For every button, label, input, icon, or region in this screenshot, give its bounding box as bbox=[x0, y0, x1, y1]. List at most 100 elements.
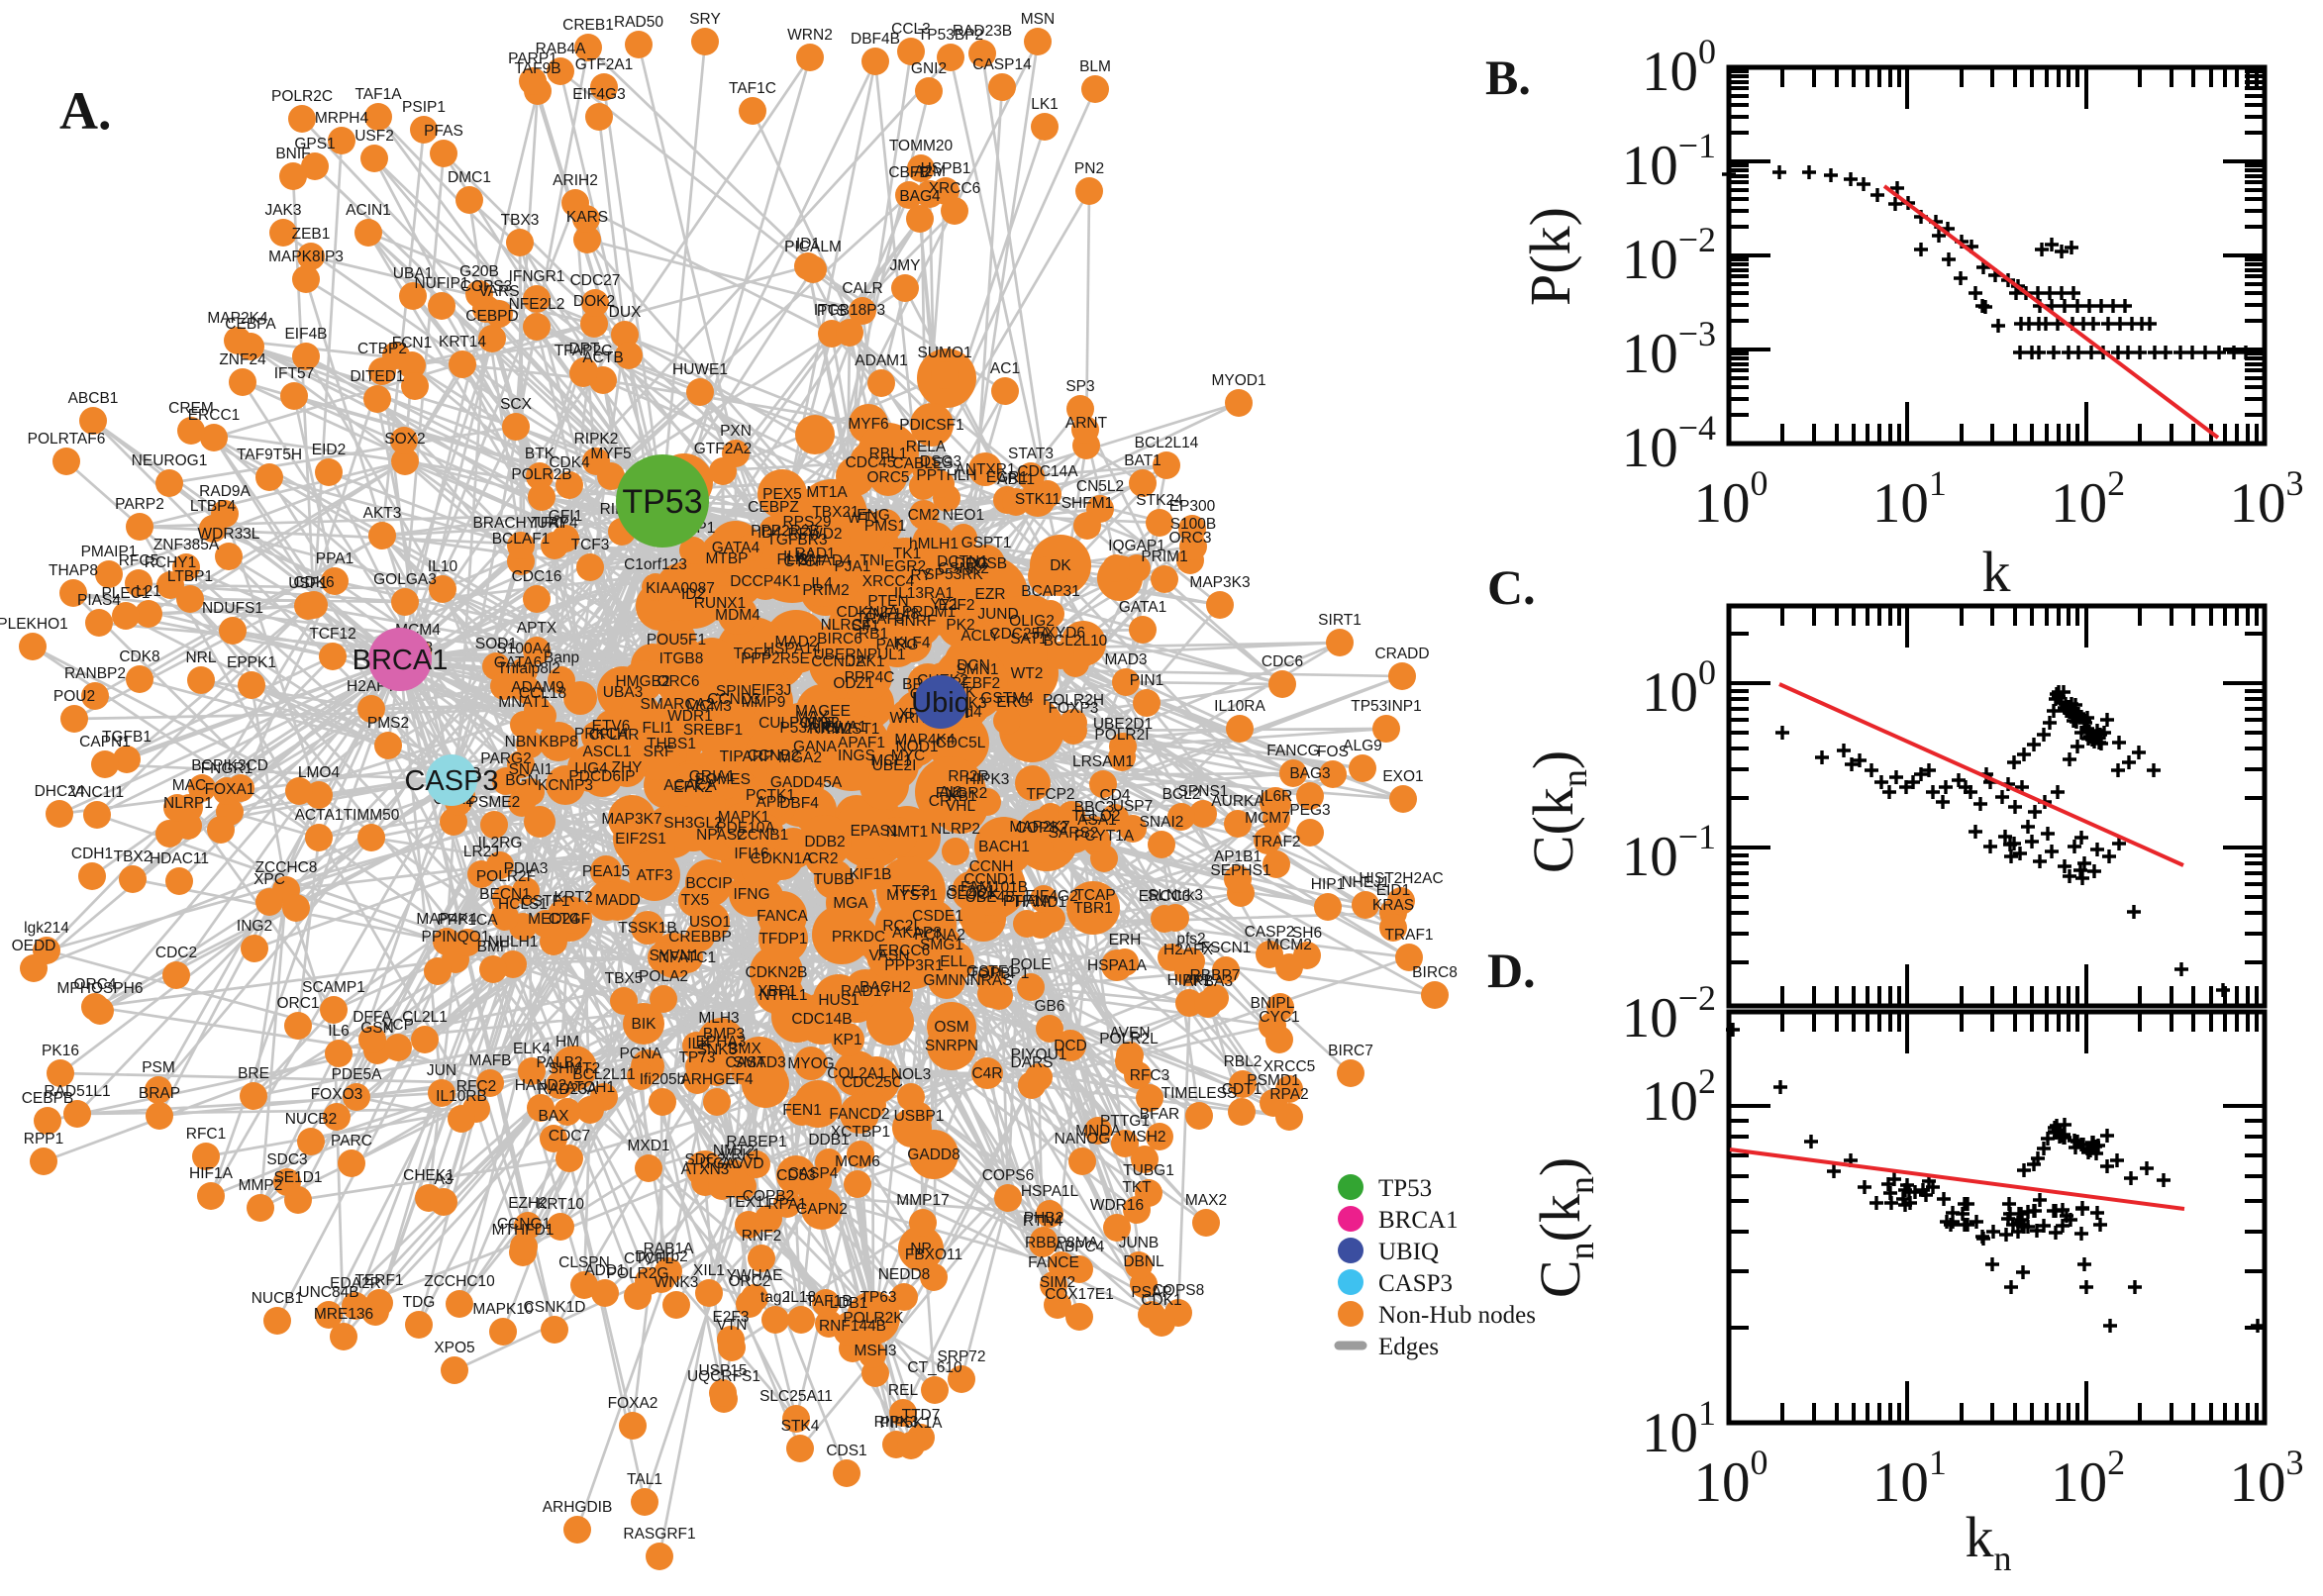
svg-text:TGFB1: TGFB1 bbox=[102, 729, 152, 746]
svg-text:POLR2C: POLR2C bbox=[271, 88, 333, 105]
svg-text:RP2R: RP2R bbox=[948, 768, 988, 785]
svg-text:CDC7: CDC7 bbox=[549, 1128, 590, 1145]
svg-text:BNIF: BNIF bbox=[275, 146, 310, 162]
svg-text:CREB1: CREB1 bbox=[562, 17, 614, 34]
svg-text:POLRTAF6: POLRTAF6 bbox=[28, 431, 106, 448]
svg-text:ID1: ID1 bbox=[796, 236, 820, 252]
svg-text:Ifi205b: Ifi205b bbox=[640, 1071, 686, 1088]
svg-text:UBA3: UBA3 bbox=[603, 684, 644, 701]
svg-text:RC2I: RC2I bbox=[882, 918, 917, 935]
svg-text:BIK: BIK bbox=[632, 1016, 657, 1033]
svg-text:ASA1: ASA1 bbox=[1077, 812, 1117, 829]
svg-text:MDM4: MDM4 bbox=[715, 607, 760, 624]
svg-text:CALR: CALR bbox=[842, 280, 882, 297]
svg-text:RNF2: RNF2 bbox=[742, 1228, 781, 1245]
svg-text:TRAF2: TRAF2 bbox=[1252, 834, 1300, 850]
svg-text:STAT3: STAT3 bbox=[1008, 446, 1054, 462]
svg-text:KRT14: KRT14 bbox=[439, 334, 486, 350]
svg-text:EZR: EZR bbox=[975, 586, 1006, 603]
svg-text:GB6: GB6 bbox=[1034, 998, 1064, 1015]
svg-text:CDK1: CDK1 bbox=[1141, 1292, 1181, 1309]
svg-text:TFDP1: TFDP1 bbox=[758, 931, 807, 948]
svg-text:ITGAV: ITGAV bbox=[699, 1155, 745, 1172]
svg-text:VHL: VHL bbox=[946, 798, 976, 815]
svg-text:BCCIP: BCCIP bbox=[685, 875, 732, 892]
svg-text:SLNtrk3: SLNtrk3 bbox=[1148, 887, 1203, 904]
svg-text:NMT1: NMT1 bbox=[886, 824, 928, 841]
svg-text:SP3: SP3 bbox=[1065, 378, 1094, 395]
svg-text:CDC6: CDC6 bbox=[1262, 653, 1303, 670]
svg-text:SNRPN: SNRPN bbox=[925, 1038, 978, 1054]
svg-text:SAT1: SAT1 bbox=[1010, 631, 1048, 648]
svg-text:MYF5: MYF5 bbox=[590, 446, 631, 462]
svg-text:RRM2: RRM2 bbox=[809, 721, 853, 738]
svg-text:MYF6: MYF6 bbox=[848, 416, 888, 433]
svg-text:VASN: VASN bbox=[868, 948, 909, 964]
svg-text:FANCD2: FANCD2 bbox=[829, 1106, 889, 1123]
svg-text:GFI1: GFI1 bbox=[549, 508, 582, 525]
svg-text:CDC5L: CDC5L bbox=[936, 735, 986, 751]
svg-text:BIRC6: BIRC6 bbox=[817, 631, 862, 648]
svg-text:HSPB1: HSPB1 bbox=[921, 160, 971, 177]
svg-text:C1orf123: C1orf123 bbox=[624, 556, 687, 573]
svg-text:SF1: SF1 bbox=[852, 618, 879, 635]
svg-text:POLR2I: POLR2I bbox=[1094, 727, 1149, 744]
svg-text:RIPK3: RIPK3 bbox=[874, 1414, 919, 1431]
svg-text:BBC3: BBC3 bbox=[1074, 799, 1115, 816]
svg-text:ELL: ELL bbox=[940, 953, 967, 970]
svg-text:VNC1I1: VNC1I1 bbox=[70, 784, 124, 801]
svg-text:CTGF: CTGF bbox=[549, 911, 590, 928]
svg-text:ORC2: ORC2 bbox=[728, 1273, 770, 1290]
svg-text:BCLAF1: BCLAF1 bbox=[492, 531, 551, 548]
svg-text:BMX: BMX bbox=[728, 1041, 761, 1057]
svg-text:NFATC1: NFATC1 bbox=[658, 949, 716, 966]
svg-text:ACTA1: ACTA1 bbox=[295, 807, 344, 824]
svg-text:CTCFL: CTCFL bbox=[624, 1250, 673, 1267]
svg-text:RAD51L1: RAD51L1 bbox=[44, 1083, 110, 1100]
svg-text:C(kn): C(kn) bbox=[1521, 750, 1594, 873]
svg-text:MYST1: MYST1 bbox=[886, 887, 938, 904]
svg-text:MGA2: MGA2 bbox=[778, 749, 822, 766]
svg-text:MTHFD1: MTHFD1 bbox=[492, 1222, 555, 1239]
svg-text:SDC3: SDC3 bbox=[266, 1151, 307, 1168]
svg-text:CSTF1: CSTF1 bbox=[521, 893, 569, 910]
svg-text:HAND1: HAND1 bbox=[1015, 894, 1067, 911]
svg-text:CD53: CD53 bbox=[776, 1167, 816, 1184]
svg-text:IL6R: IL6R bbox=[1261, 788, 1293, 805]
svg-text:RPA2: RPA2 bbox=[1269, 1086, 1308, 1103]
svg-text:GNI2: GNI2 bbox=[911, 60, 947, 77]
svg-text:XPC: XPC bbox=[253, 871, 285, 888]
svg-text:PMAIP1: PMAIP1 bbox=[81, 544, 138, 560]
svg-text:PSM: PSM bbox=[142, 1059, 175, 1076]
svg-text:SRF: SRF bbox=[644, 744, 674, 760]
svg-text:TFE3: TFE3 bbox=[892, 883, 930, 900]
svg-text:ID2: ID2 bbox=[681, 586, 705, 603]
svg-text:D.: D. bbox=[1487, 943, 1536, 998]
svg-text:TAF9T5H: TAF9T5H bbox=[237, 447, 302, 463]
svg-text:SE1D1: SE1D1 bbox=[273, 1169, 322, 1186]
svg-text:MAGEE: MAGEE bbox=[795, 703, 851, 720]
svg-text:IFNG: IFNG bbox=[733, 886, 769, 903]
svg-text:ACTB: ACTB bbox=[582, 349, 623, 366]
svg-text:LTBP4: LTBP4 bbox=[190, 498, 237, 515]
svg-text:PSME2: PSME2 bbox=[468, 794, 521, 811]
svg-text:IL2RG: IL2RG bbox=[478, 835, 523, 851]
svg-text:GADD45A: GADD45A bbox=[770, 774, 843, 791]
svg-text:KCNIP3: KCNIP3 bbox=[538, 777, 593, 794]
svg-text:Non-Hub nodes: Non-Hub nodes bbox=[1378, 1302, 1536, 1329]
svg-text:MCL1: MCL1 bbox=[870, 752, 911, 769]
svg-text:ZEB1: ZEB1 bbox=[292, 226, 331, 243]
svg-text:NHEJ1: NHEJ1 bbox=[1341, 874, 1389, 891]
svg-text:MAPK1: MAPK1 bbox=[718, 809, 770, 826]
svg-text:CCNG1: CCNG1 bbox=[497, 1216, 551, 1233]
svg-text:A3: A3 bbox=[435, 1171, 454, 1188]
svg-text:FANCA: FANCA bbox=[757, 908, 808, 925]
svg-text:JUNB: JUNB bbox=[1119, 1235, 1159, 1251]
svg-text:MAP4K4: MAP4K4 bbox=[416, 911, 477, 928]
svg-text:JMY: JMY bbox=[890, 257, 921, 274]
svg-text:CD4: CD4 bbox=[1099, 787, 1130, 804]
svg-text:RCHY1: RCHY1 bbox=[145, 554, 197, 571]
svg-text:MAD2: MAD2 bbox=[774, 634, 817, 650]
svg-text:CDC16: CDC16 bbox=[512, 568, 562, 585]
svg-text:CEBPB: CEBPB bbox=[22, 1090, 74, 1107]
